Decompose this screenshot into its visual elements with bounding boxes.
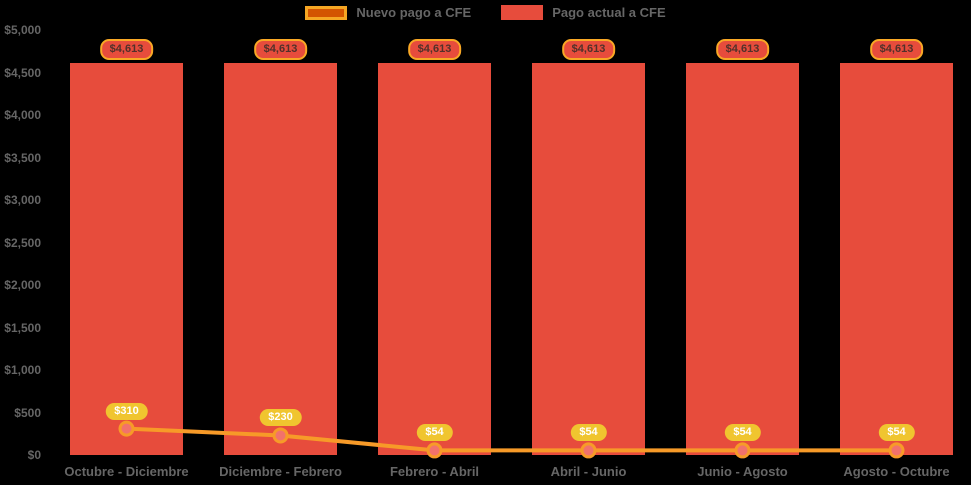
legend-label-pago-actual: Pago actual a CFE <box>552 5 666 20</box>
bar-value-badge: $4,613 <box>561 38 616 60</box>
line-point[interactable] <box>580 442 597 459</box>
y-axis-tick-label: $4,500 <box>4 65 41 80</box>
y-axis-tick-label: $1,000 <box>4 363 41 377</box>
x-axis-label: Febrero - Abril <box>389 464 480 479</box>
y-axis-tick-label: $3,000 <box>4 193 41 207</box>
legend-swatch-pago-actual <box>501 5 544 20</box>
line-value-pill: $230 <box>259 409 302 427</box>
x-axis-label: Diciembre - Febrero <box>219 464 342 479</box>
bar-pago-actual[interactable] <box>840 62 953 455</box>
x-axis-label: Octubre - Diciembre <box>64 464 189 479</box>
x-axis-label: Abril - Junio <box>550 464 627 479</box>
y-axis-tick-label: $2,500 <box>4 235 41 250</box>
y-axis-tick-label: $5,000 <box>4 23 41 37</box>
bar-pago-actual[interactable] <box>224 62 337 455</box>
bar-pago-actual[interactable] <box>70 62 183 455</box>
y-axis-tick-label: $4,000 <box>4 108 41 122</box>
x-axis-label: Agosto - Octubre <box>843 464 950 479</box>
line-point[interactable] <box>426 442 443 459</box>
y-axis-tick-label: $0 <box>27 448 41 462</box>
legend: Nuevo pago a CFE Pago actual a CFE <box>0 5 971 20</box>
line-point[interactable] <box>118 420 135 437</box>
bar-value-badge: $4,613 <box>99 38 154 60</box>
line-point[interactable] <box>734 442 751 459</box>
bar-value-badge: $4,613 <box>869 38 924 60</box>
y-axis-tick-label: $3,500 <box>4 150 41 165</box>
bar-pago-actual[interactable] <box>378 62 491 455</box>
y-axis-tick-label: $1,500 <box>4 320 41 335</box>
bar-pago-actual[interactable] <box>532 62 645 455</box>
line-value-pill: $54 <box>416 424 453 442</box>
bar-pago-actual[interactable] <box>686 62 799 455</box>
legend-swatch-nuevo-pago <box>305 5 348 20</box>
bar-value-badge: $4,613 <box>715 38 770 60</box>
legend-label-nuevo-pago: Nuevo pago a CFE <box>356 5 472 20</box>
line-point[interactable] <box>888 442 905 459</box>
line-value-pill: $310 <box>105 402 148 420</box>
line-value-pill: $54 <box>724 424 761 442</box>
line-value-pill: $54 <box>878 424 915 442</box>
bar-value-badge: $4,613 <box>407 38 462 60</box>
line-point[interactable] <box>272 427 289 444</box>
legend-item-pago-actual[interactable]: Pago actual a CFE <box>501 5 666 20</box>
y-axis-tick-label: $500 <box>14 405 41 420</box>
legend-item-nuevo-pago[interactable]: Nuevo pago a CFE <box>305 5 471 20</box>
bar-value-badge: $4,613 <box>253 38 308 60</box>
line-value-pill: $54 <box>570 424 607 442</box>
y-axis-tick-label: $2,000 <box>4 278 41 292</box>
x-axis-label: Junio - Agosto <box>697 464 788 479</box>
